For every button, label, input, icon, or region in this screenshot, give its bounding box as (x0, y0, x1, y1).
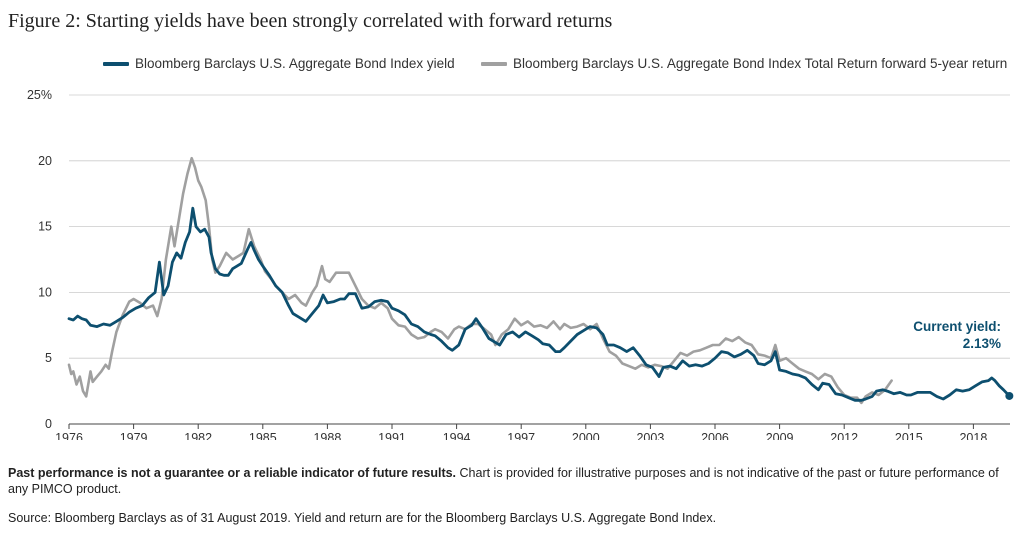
legend-item-yield: Bloomberg Barclays U.S. Aggregate Bond I… (103, 56, 455, 71)
x-tick-label: 2015 (895, 431, 923, 440)
current-yield-value: 2.13% (962, 336, 1001, 351)
x-tick-label: 2003 (636, 431, 664, 440)
disclaimer-text: Chart is provided for illustrative purpo… (8, 466, 999, 496)
line-chart: 0 5 10 15 20 25% 1976 1979 1982 1985 1988 1991 1994… (27, 88, 1014, 440)
gridlines (69, 94, 1010, 425)
x-axis-ticks: 1976 1979 1982 1985 1988 1991 1994 1997 2000 2003… (55, 424, 987, 440)
legend-item-return: Bloomberg Barclays U.S. Aggregate Bond I… (481, 56, 1007, 71)
x-tick-label: 2000 (572, 431, 600, 440)
y-tick-label: 5 (45, 351, 52, 365)
x-tick-label: 1982 (184, 431, 212, 440)
x-tick-label: 1991 (378, 431, 406, 440)
x-tick-label: 2018 (959, 431, 987, 440)
source-note: Source: Bloomberg Barclays as of 31 Augu… (8, 511, 717, 525)
disclaimer-footnote: Past performance is not a guarantee or a… (8, 465, 1013, 497)
x-tick-label: 2012 (830, 431, 858, 440)
x-tick-label: 1997 (507, 431, 535, 440)
x-tick-label: 1985 (249, 431, 277, 440)
legend-label-yield: Bloomberg Barclays U.S. Aggregate Bond I… (135, 56, 455, 71)
series-line-yield (67, 206, 1011, 402)
disclaimer-bold: Past performance is not a guarantee or a… (8, 466, 457, 480)
y-tick-label: 15 (38, 220, 52, 234)
legend-swatch-yield (103, 61, 129, 66)
series-lines (67, 156, 1011, 405)
legend-label-return: Bloomberg Barclays U.S. Aggregate Bond I… (513, 56, 1008, 71)
y-tick-label: 25% (27, 88, 52, 102)
series-line-forward-return (67, 156, 893, 405)
y-tick-label: 10 (38, 285, 52, 299)
y-tick-label: 20 (38, 154, 52, 168)
current-yield-label: Current yield: (913, 319, 1001, 334)
x-tick-label: 1976 (55, 431, 83, 440)
x-tick-label: 2006 (701, 431, 729, 440)
x-tick-label: 1994 (443, 431, 471, 440)
legend-swatch-return (481, 61, 507, 66)
chart-title: Figure 2: Starting yields have been stro… (8, 10, 613, 32)
x-tick-label: 1988 (313, 431, 341, 440)
annotation-markers (1005, 391, 1014, 400)
x-tick-label: 1979 (120, 431, 148, 440)
y-tick-label: 0 (45, 417, 52, 431)
current-yield-callout: Current yield: 2.13% (913, 318, 1001, 352)
x-tick-label: 2009 (766, 431, 794, 440)
y-axis-ticks: 0 5 10 15 20 25% (27, 88, 52, 431)
current-yield-marker (1005, 391, 1014, 400)
